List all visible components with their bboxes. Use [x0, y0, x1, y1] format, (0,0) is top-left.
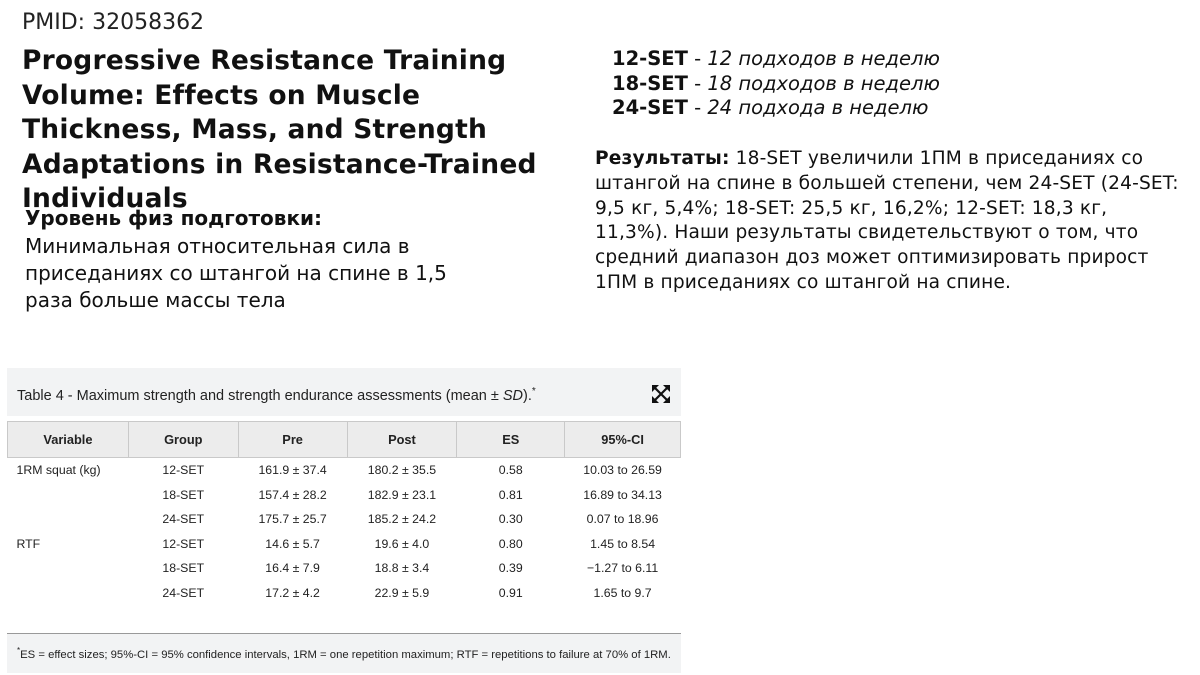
- cell-pre: 157.4 ± 28.2: [258, 487, 327, 502]
- cell-pre: 175.7 ± 25.7: [258, 512, 327, 527]
- cell-variable: [8, 507, 129, 532]
- header-variable: Variable: [7, 421, 129, 458]
- cell-pre: 14.6 ± 5.7: [265, 536, 320, 551]
- cell-pre: 17.2 ± 4.2: [265, 585, 320, 600]
- cell-group: 12-SET: [162, 536, 205, 551]
- group-item: 12-SET - 12 подходов в неделю: [612, 47, 940, 72]
- group-code: 18-SET: [612, 71, 688, 95]
- results-text: 18-SET увеличили 1ПМ в приседаниях со шт…: [595, 148, 1179, 293]
- article-title: Progressive Resistance Training Volume: …: [22, 45, 537, 214]
- cell-pre: 161.9 ± 37.4: [258, 463, 327, 478]
- group-legend: 12-SET - 12 подходов в неделю 18-SET - 1…: [612, 47, 940, 121]
- footnote-mark: *: [17, 646, 21, 655]
- footnote-text: ES = effect sizes; 95%-CI = 95% confiden…: [20, 648, 671, 661]
- cell-group: 18-SET: [162, 487, 205, 502]
- results-label: Результаты:: [595, 148, 730, 169]
- table-row: 18-SET 157.4 ± 28.2 182.9 ± 23.1 0.81 16…: [8, 483, 681, 508]
- results-table-panel: Table 4 - Maximum strength and strength …: [7, 368, 681, 673]
- cell-group: 18-SET: [162, 561, 205, 576]
- header-ci: 95%-CI: [564, 421, 681, 458]
- cell-ci: 1.65 to 9.7: [593, 585, 652, 600]
- cell-post: 18.8 ± 3.4: [374, 561, 430, 576]
- cell-group: 12-SET: [162, 463, 205, 478]
- cell-pre: 16.4 ± 7.9: [265, 561, 320, 576]
- cell-variable: [8, 556, 129, 581]
- group-item: 24-SET - 24 подхода в неделю: [612, 96, 940, 121]
- table-header-row: Variable Group Pre Post ES 95%-CI: [7, 421, 681, 458]
- fitness-heading: Уровень физ подготовки:: [25, 206, 323, 230]
- group-code: 12-SET: [612, 47, 688, 70]
- header-es: ES: [456, 421, 566, 458]
- caption-main: Table 4 - Maximum strength and strength …: [17, 387, 503, 404]
- cell-es: 0.81: [498, 487, 523, 502]
- group-code: 24-SET: [612, 96, 688, 119]
- cell-es: 0.30: [498, 512, 523, 527]
- cell-variable: [8, 483, 129, 508]
- header-post: Post: [346, 421, 458, 458]
- table-row: 24-SET 175.7 ± 25.7 185.2 ± 24.2 0.30 0.…: [8, 507, 681, 532]
- group-description: 12 подходов в неделю: [707, 47, 940, 70]
- caption-end: ).: [523, 387, 532, 404]
- table-row: 24-SET 17.2 ± 4.2 22.9 ± 5.9 0.91 1.65 t…: [8, 581, 681, 606]
- table-caption: Table 4 - Maximum strength and strength …: [7, 368, 681, 416]
- cell-variable: RTF: [16, 536, 41, 551]
- results-paragraph: Результаты: 18-SET увеличили 1ПМ в присе…: [595, 147, 1185, 296]
- cell-ci: 1.45 to 8.54: [590, 536, 656, 551]
- cell-ci: 10.03 to 26.59: [583, 463, 662, 478]
- cell-es: 0.39: [498, 561, 523, 576]
- table-row: RTF 12-SET 14.6 ± 5.7 19.6 ± 4.0 0.80 1.…: [8, 532, 681, 557]
- expand-icon[interactable]: [651, 384, 671, 404]
- cell-ci: −1.27 to 6.11: [586, 561, 659, 576]
- group-item: 18-SET - 18 подходов в неделю: [612, 72, 940, 97]
- group-description: 18 подходов в неделю: [707, 71, 940, 95]
- cell-es: 0.80: [498, 536, 523, 551]
- table-row: 1RM squat (kg) 12-SET 161.9 ± 37.4 180.2…: [8, 458, 681, 483]
- caption-sd: SD: [502, 387, 524, 404]
- cell-variable: 1RM squat (kg): [16, 463, 101, 478]
- cell-variable: [8, 581, 129, 606]
- cell-ci: 16.89 to 34.13: [583, 487, 662, 502]
- fitness-description: Минимальная относительная сила в приседа…: [25, 234, 447, 312]
- cell-group: 24-SET: [162, 585, 205, 600]
- cell-es: 0.91: [498, 585, 523, 600]
- cell-post: 180.2 ± 35.5: [367, 463, 437, 478]
- header-group: Group: [127, 421, 239, 458]
- cell-post: 22.9 ± 5.9: [374, 585, 430, 600]
- footnote-text-wrap: *ES = effect sizes; 95%-CI = 95% confide…: [17, 646, 671, 661]
- group-description: 24 подхода в неделю: [707, 96, 929, 119]
- caption-footnote-mark: *: [531, 386, 536, 397]
- cell-post: 182.9 ± 23.1: [367, 487, 437, 502]
- pmid-label: PMID: 32058362: [22, 10, 205, 35]
- group-separator: -: [687, 47, 708, 70]
- header-pre: Pre: [237, 421, 348, 458]
- group-separator: -: [687, 71, 708, 95]
- cell-es: 0.58: [498, 463, 523, 478]
- cell-ci: 0.07 to 18.96: [586, 512, 659, 527]
- table-caption-text: Table 4 - Maximum strength and strength …: [17, 386, 536, 404]
- table-footnote: *ES = effect sizes; 95%-CI = 95% confide…: [7, 633, 681, 673]
- cell-post: 19.6 ± 4.0: [374, 536, 430, 551]
- strength-table: Variable Group Pre Post ES 95%-CI 1RM sq…: [7, 421, 681, 605]
- cell-post: 185.2 ± 24.2: [367, 512, 437, 527]
- table-row: 18-SET 16.4 ± 7.9 18.8 ± 3.4 0.39 −1.27 …: [8, 556, 681, 581]
- cell-group: 24-SET: [162, 512, 205, 527]
- group-separator: -: [687, 96, 708, 119]
